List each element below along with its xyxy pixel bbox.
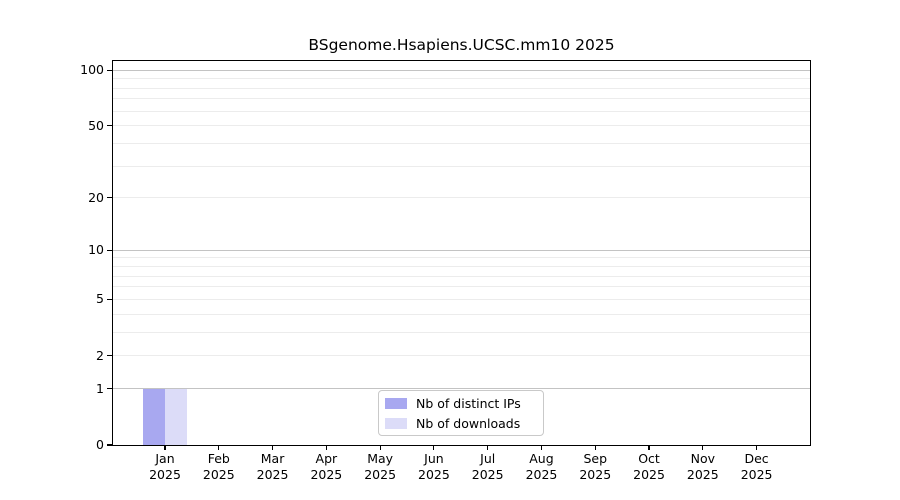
y-tick-20	[107, 197, 113, 199]
x-tick-label-oct: Oct 2025	[633, 451, 665, 482]
x-tick-label-feb: Feb 2025	[202, 451, 235, 482]
minor-gridline-20	[113, 197, 810, 199]
x-tick-oct	[648, 445, 650, 450]
x-tick-label-dec: Dec 2025	[740, 451, 773, 482]
minor-gridline-60	[113, 110, 810, 112]
minor-gridline-80	[113, 87, 810, 89]
x-tick-label-aug: Aug 2025	[525, 451, 558, 482]
minor-gridline-8	[113, 266, 810, 268]
x-tick-label-may: May 2025	[364, 451, 397, 482]
legend-swatch-downloads	[385, 417, 407, 429]
major-gridline-1	[113, 388, 810, 390]
x-tick-jul	[487, 445, 489, 450]
minor-gridline-90	[113, 78, 810, 80]
y-tick-label-100: 100	[80, 62, 104, 78]
x-tick-jan	[164, 445, 166, 450]
x-tick-mar	[271, 445, 274, 450]
y-tick-label-10: 10	[88, 242, 104, 258]
y-tick-label-20: 20	[88, 189, 104, 205]
bar-nb-of-distinct-ips-jan	[143, 388, 165, 445]
plot-area-border	[112, 60, 811, 446]
minor-gridline-6	[113, 286, 810, 288]
y-tick-10	[107, 249, 113, 251]
bar-nb-of-downloads-jan	[165, 388, 187, 445]
x-tick-label-apr: Apr 2025	[310, 451, 343, 482]
minor-gridline-2	[113, 355, 810, 357]
x-tick-feb	[218, 445, 220, 450]
minor-gridline-4	[113, 313, 810, 315]
major-gridline-100	[113, 69, 810, 71]
minor-gridline-9	[113, 257, 810, 259]
x-tick-sep	[594, 445, 596, 450]
minor-gridline-7	[113, 275, 810, 277]
y-tick-2	[107, 355, 113, 357]
y-tick-100	[107, 69, 113, 71]
y-tick-0	[107, 444, 113, 446]
legend-label-distinct-ips: Nb of distinct IPs	[416, 395, 521, 411]
y-tick-50	[107, 125, 113, 127]
minor-gridline-30	[113, 165, 810, 167]
x-tick-label-jan: Jan 2025	[149, 451, 181, 482]
x-tick-label-jun: Jun 2025	[418, 451, 450, 482]
y-tick-label-50: 50	[88, 117, 104, 133]
legend-swatch-distinct-ips	[385, 397, 407, 409]
legend: Nb of distinct IPs Nb of downloads	[378, 390, 544, 436]
x-tick-jun	[433, 445, 435, 450]
y-tick-label-5: 5	[96, 291, 104, 307]
x-tick-may	[379, 445, 381, 450]
minor-gridline-50	[113, 125, 810, 127]
x-tick-label-nov: Nov 2025	[686, 451, 719, 482]
minor-gridline-40	[113, 142, 810, 144]
minor-gridline-70	[113, 98, 810, 100]
x-tick-apr	[325, 445, 327, 450]
y-tick-5	[107, 298, 113, 301]
y-tick-label-2: 2	[96, 347, 104, 363]
minor-gridline-3	[113, 331, 810, 333]
legend-item-downloads: Nb of downloads	[385, 413, 543, 433]
x-tick-aug	[540, 445, 543, 450]
chart-title: BSgenome.Hsapiens.UCSC.mm10 2025	[308, 36, 615, 54]
x-tick-nov	[702, 445, 704, 450]
legend-label-downloads: Nb of downloads	[416, 415, 521, 431]
minor-gridline-5	[113, 298, 810, 300]
y-tick-1	[107, 388, 113, 390]
major-gridline-10	[113, 249, 810, 251]
y-tick-label-1: 1	[96, 380, 104, 396]
x-tick-label-mar: Mar 2025	[256, 451, 289, 482]
legend-item-distinct-ips: Nb of distinct IPs	[385, 393, 543, 413]
x-tick-label-sep: Sep 2025	[579, 451, 612, 482]
x-tick-label-jul: Jul 2025	[471, 451, 504, 482]
x-tick-dec	[756, 445, 758, 450]
y-tick-label-0: 0	[96, 437, 104, 452]
